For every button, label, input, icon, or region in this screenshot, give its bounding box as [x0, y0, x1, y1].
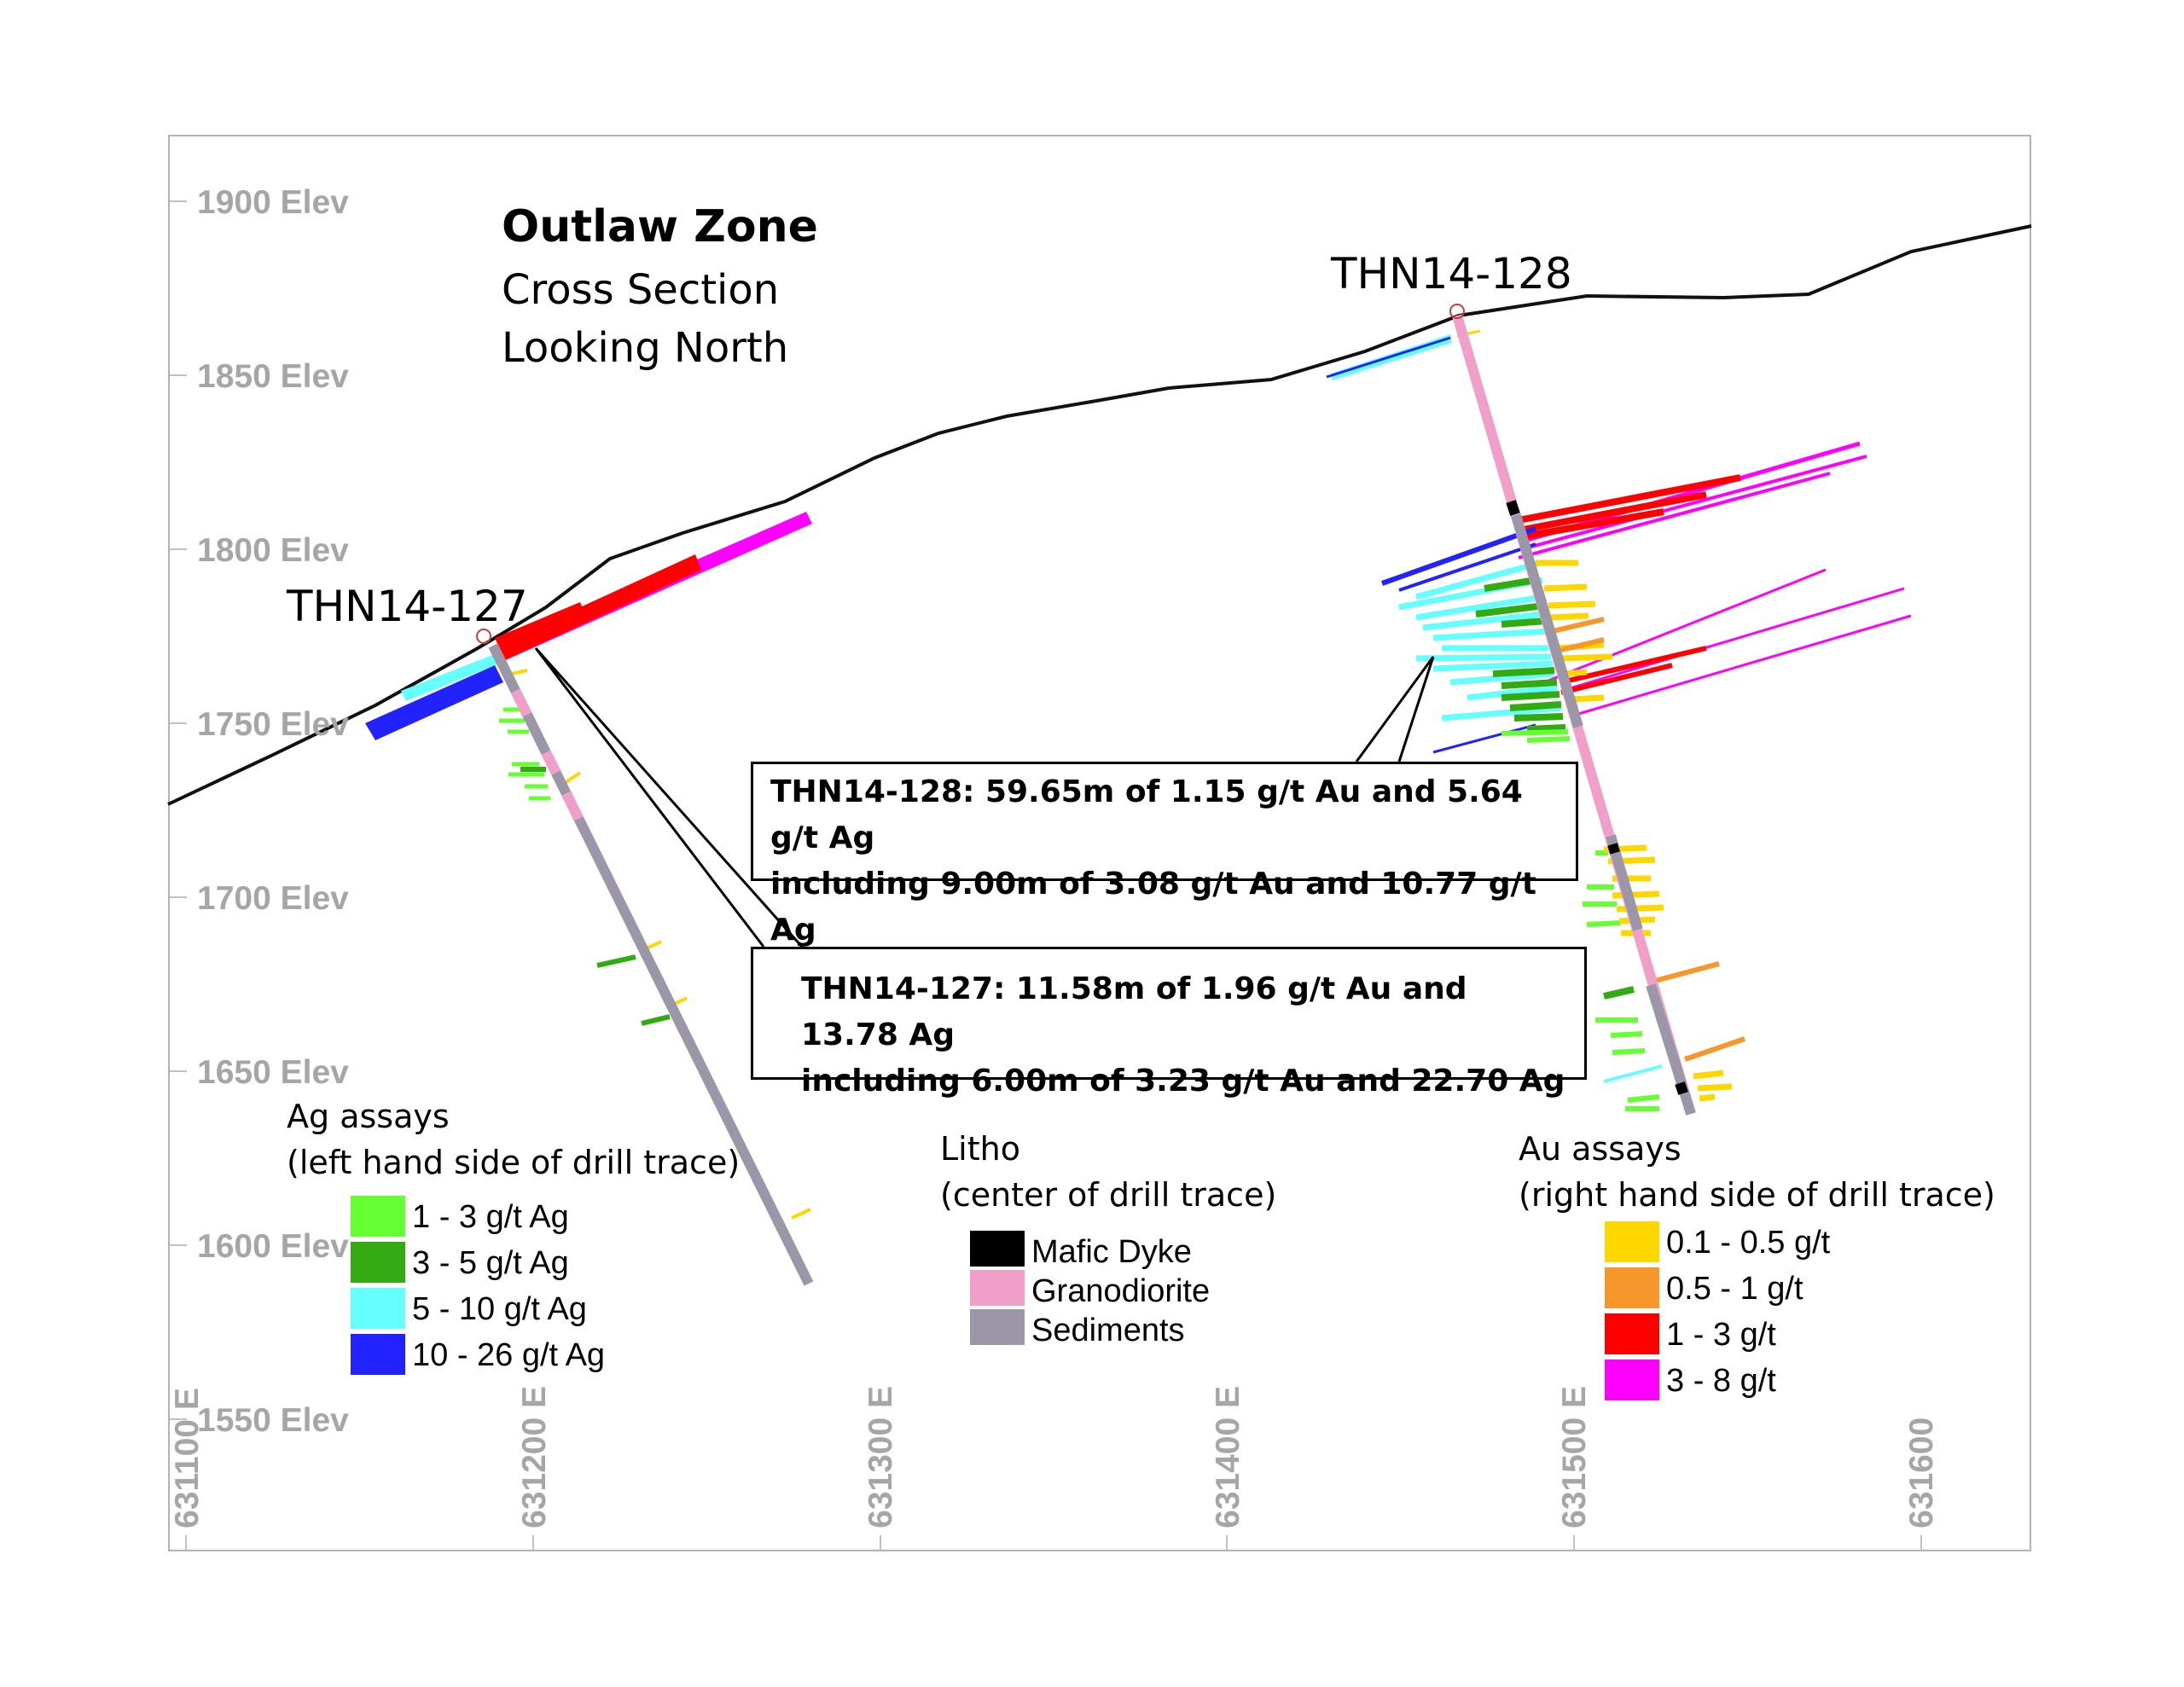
legend-label: 1 - 3 g/t	[1666, 1317, 1776, 1353]
legend-heading: Ag assays	[287, 1098, 450, 1135]
legend-label: Mafic Dyke	[1031, 1234, 1192, 1270]
callout-thn14-128: THN14-128: 59.65m of 1.15 g/t Au and 5.6…	[751, 762, 1578, 948]
easting-label: 631500 E	[1556, 1386, 1593, 1528]
granodiorite-segment	[510, 688, 532, 717]
mafic-dyke-segment	[1675, 1081, 1688, 1095]
easting-ticks	[185, 1535, 1922, 1551]
collar-marker	[1449, 304, 1465, 319]
legend-label: 5 - 10 g/t Ag	[412, 1291, 587, 1327]
callout-pointer-127	[534, 647, 804, 948]
drill-hole-label: THN14-128	[1331, 249, 1572, 299]
legend-label: Granodiorite	[1031, 1273, 1211, 1309]
legend-swatch	[1605, 1221, 1659, 1262]
figure-subtitle: Cross Section	[502, 266, 780, 314]
legend-swatch	[970, 1309, 1025, 1345]
callout-line: THN14-127: 11.58m of 1.96 g/t Au and 13.…	[801, 971, 1467, 1052]
au-legend-title: Au assays (right hand side of drill trac…	[1519, 1126, 1995, 1218]
legend-label: 10 - 26 g/t Ag	[412, 1337, 606, 1373]
elevation-label: 1850 Elev	[197, 358, 349, 395]
legend-swatch	[1605, 1267, 1659, 1308]
legend-label: 0.5 - 1 g/t	[1666, 1271, 1804, 1307]
figure-title: Outlaw Zone	[502, 201, 818, 252]
legend-swatch	[1605, 1313, 1659, 1354]
drill-hole-label: THN14-127	[287, 582, 528, 631]
map-frame	[168, 135, 2031, 1551]
ag-lower-cyan	[1603, 1064, 1663, 1083]
legend-swatch	[351, 1196, 405, 1237]
easting-label: 631200 E	[516, 1386, 553, 1528]
legend-heading: Au assays	[1519, 1130, 1682, 1168]
thn14-127-assays	[365, 512, 812, 1220]
granodiorite-segment	[541, 750, 561, 775]
callout-line: including 9.00m of 3.08 g/t Au and 10.77…	[770, 867, 1536, 948]
elevation-label: 1650 Elev	[197, 1054, 349, 1091]
elevation-label: 1550 Elev	[197, 1402, 349, 1439]
callout-thn14-127: THN14-127: 11.58m of 1.96 g/t Au and 13.…	[751, 947, 1587, 1099]
collar-marker	[476, 629, 491, 644]
legend-swatch	[351, 1242, 405, 1283]
ag-5-10-interval	[401, 652, 503, 701]
thn14-128-assays	[1326, 329, 1912, 1111]
ag-blue-lines	[1380, 526, 1537, 754]
legend-label: 1 - 3 g/t Ag	[412, 1199, 569, 1235]
granodiorite-segment	[561, 791, 584, 821]
legend-swatch	[1605, 1359, 1659, 1400]
thn14-128-trace	[1449, 304, 1696, 1116]
easting-label: 631300 E	[863, 1386, 899, 1528]
elevation-label: 1750 Elev	[197, 706, 349, 743]
elevation-label: 1800 Elev	[197, 532, 349, 569]
topography-line	[167, 224, 2032, 806]
au-1-3-interval-2	[495, 602, 587, 653]
elevation-label: 1700 Elev	[197, 880, 349, 917]
ag-1-3-bars	[499, 707, 550, 801]
ag-1-3-bars	[1501, 729, 1660, 1111]
litho-legend-title: Litho (center of drill trace)	[940, 1126, 1276, 1218]
au-high-grade-lines	[1518, 441, 1912, 718]
mafic-dyke-segment	[1506, 500, 1520, 516]
legend-label: Sediments	[1031, 1313, 1185, 1348]
legend-label: 3 - 8 g/t	[1666, 1363, 1776, 1399]
mafic-dyke-segment	[1607, 843, 1620, 855]
easting-label: 631600	[1903, 1417, 1940, 1528]
easting-label: 631400 E	[1210, 1386, 1246, 1528]
legend-swatch	[970, 1231, 1025, 1267]
legend-heading: Litho	[940, 1130, 1020, 1168]
thn14-127-trace	[476, 629, 814, 1286]
ag-3-5-bars	[1475, 577, 1635, 1000]
legend-subheading: (right hand side of drill trace)	[1519, 1176, 1995, 1214]
sediments-segment	[488, 643, 814, 1286]
elevation-ticks	[170, 200, 187, 1420]
callout-line: THN14-128: 59.65m of 1.15 g/t Au and 5.6…	[770, 774, 1523, 855]
ag-near-surface-line	[1326, 336, 1451, 379]
legend-subheading: (center of drill trace)	[940, 1176, 1277, 1214]
callout-pointer-128	[1355, 656, 1435, 762]
ag-10-26-interval	[365, 665, 503, 740]
legend-label: 0.1 - 0.5 g/t	[1666, 1225, 1831, 1261]
ag-legend-title: Ag assays (left hand side of drill trace…	[287, 1093, 740, 1186]
callout-line: including 6.00m of 3.23 g/t Au and 22.70…	[801, 1064, 1565, 1099]
legend-subheading: (left hand side of drill trace)	[287, 1144, 741, 1181]
easting-label: 631100 E	[169, 1388, 206, 1528]
figure-subtitle: Looking North	[502, 324, 789, 372]
legend-swatch	[351, 1288, 405, 1329]
au-0-5-1-bars	[1552, 617, 1745, 1062]
ag-3-5-bars	[520, 767, 671, 1026]
legend-swatch	[970, 1270, 1025, 1306]
legend-swatch	[351, 1334, 405, 1375]
elevation-label: 1600 Elev	[197, 1228, 349, 1265]
sediments-segment	[1511, 513, 1583, 728]
elevation-label: 1900 Elev	[197, 184, 349, 221]
legend-label: 3 - 5 g/t Ag	[412, 1245, 569, 1281]
